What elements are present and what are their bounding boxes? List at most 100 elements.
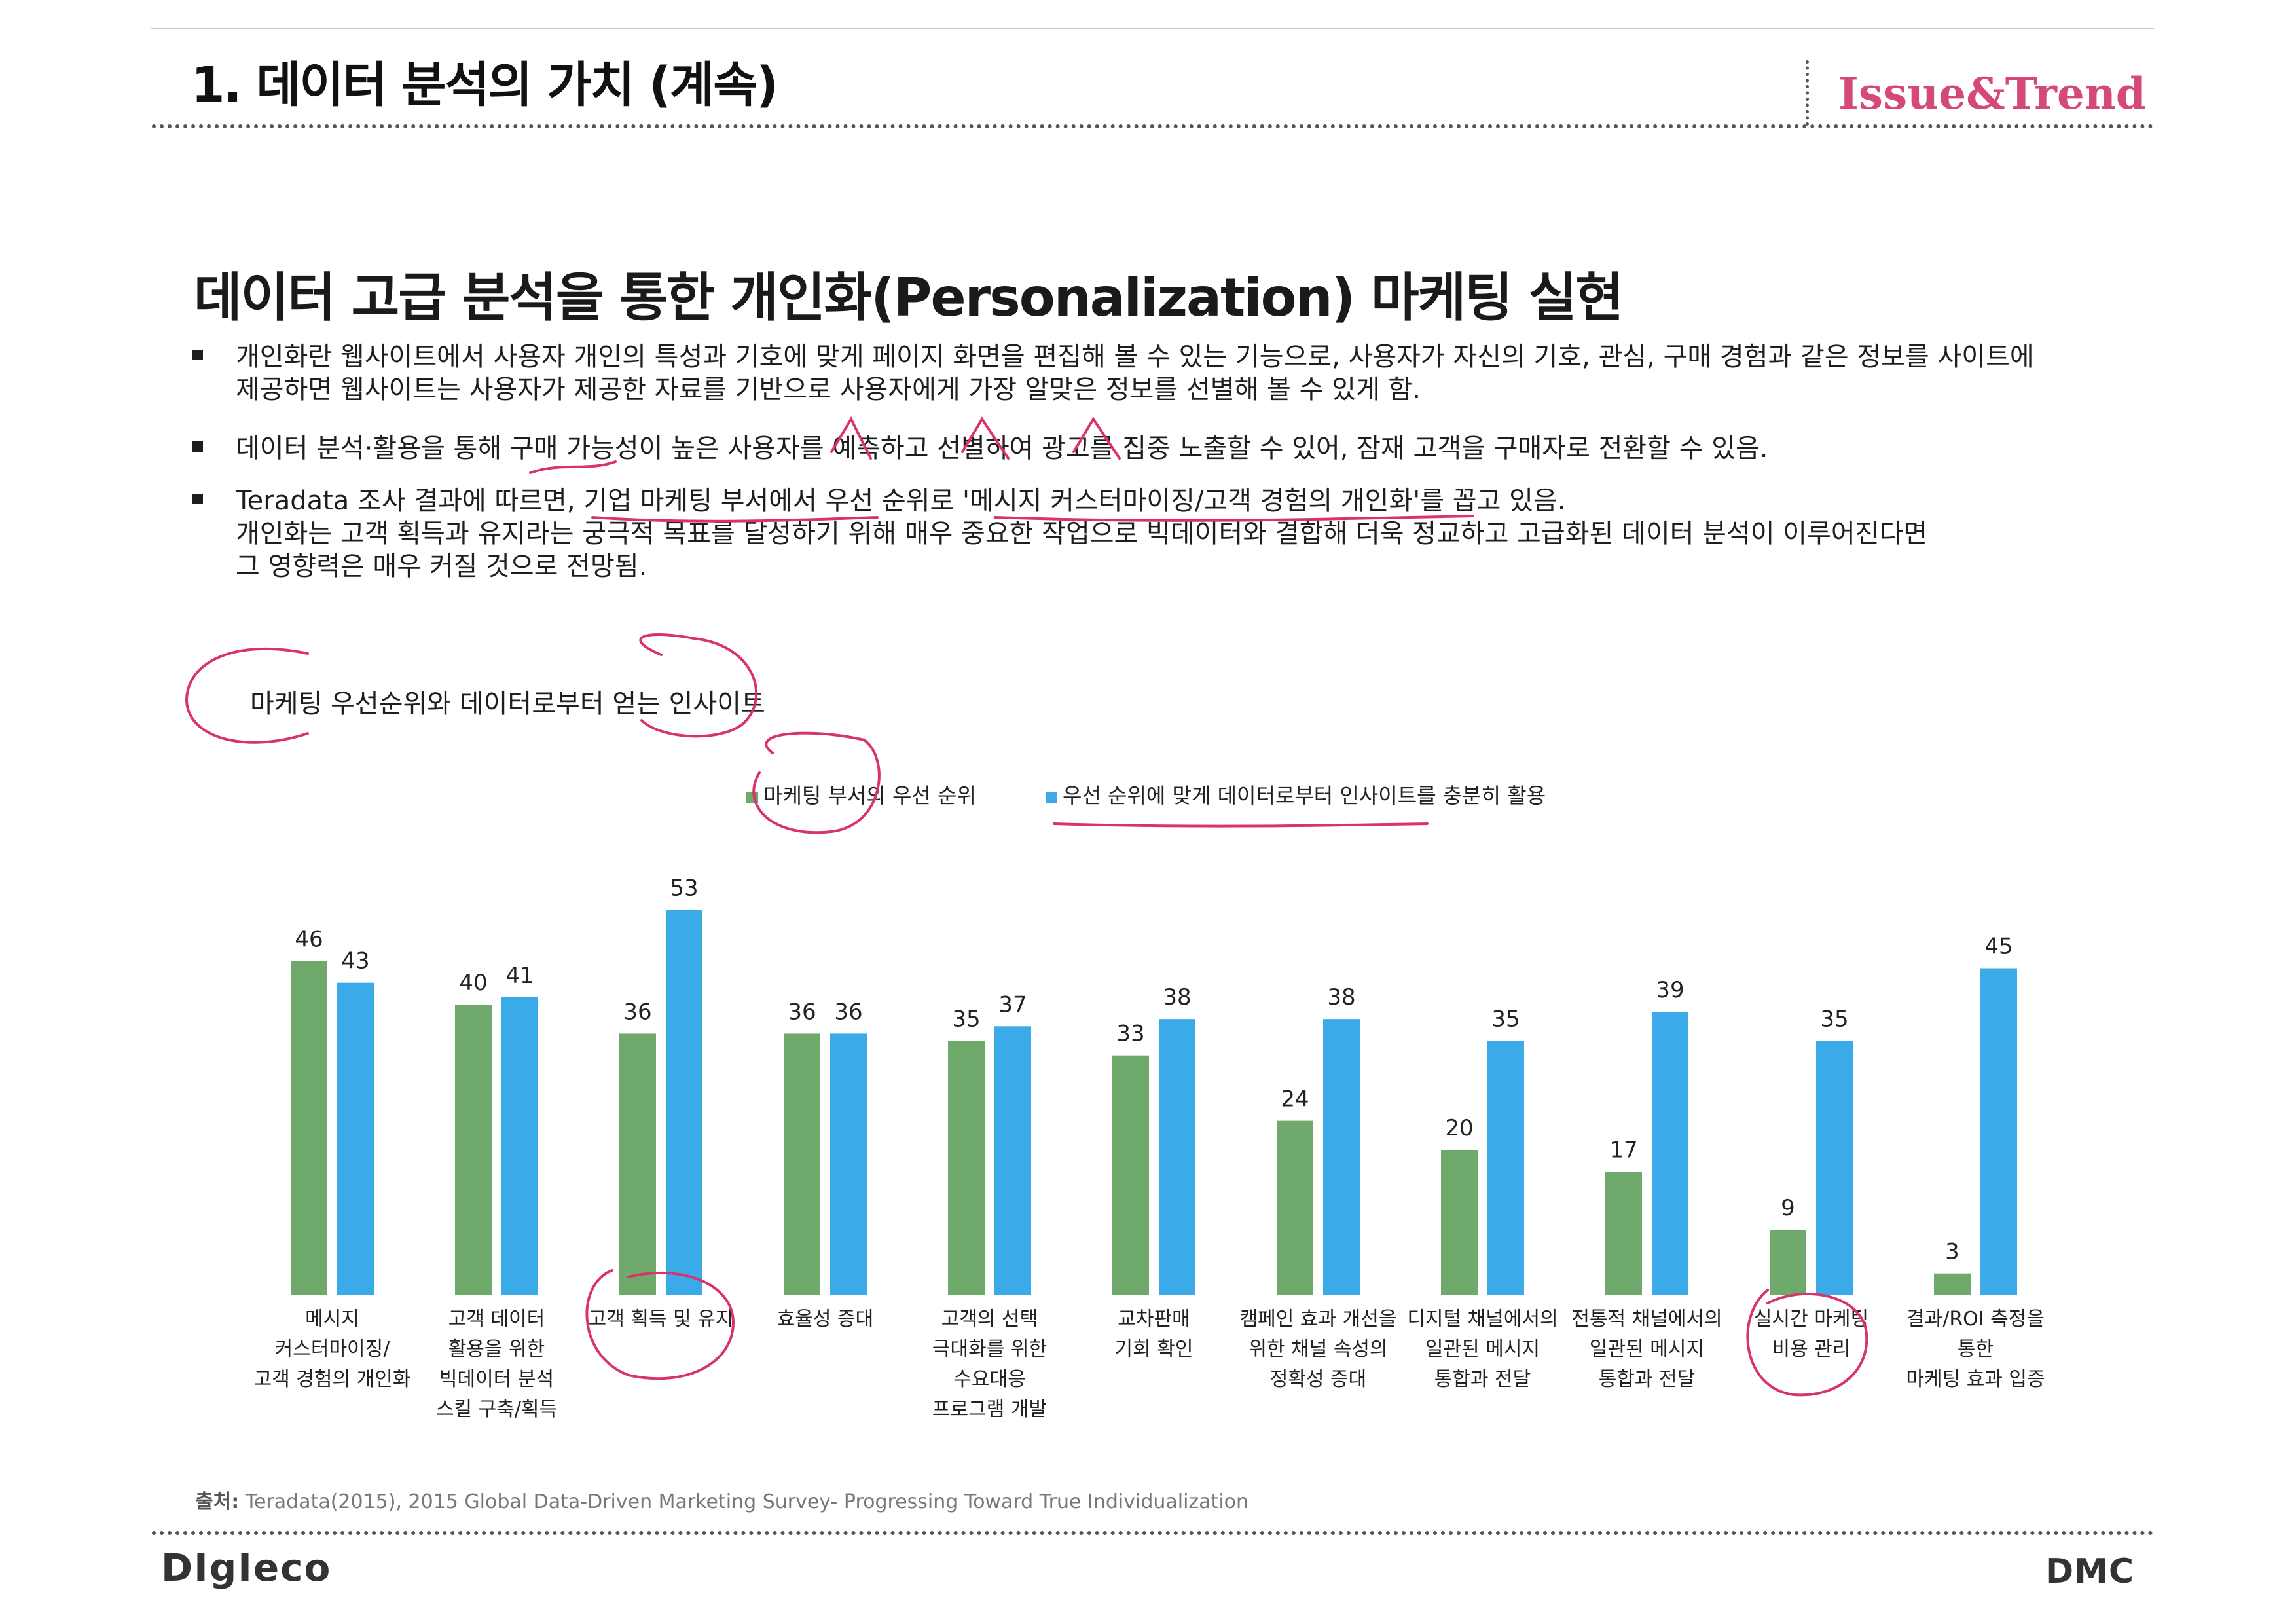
bullet-item: 개인화란 웹사이트에서 사용자 개인의 특성과 기호에 맞게 페이지 화면을 편…: [190, 341, 2154, 406]
bar: [455, 1005, 492, 1295]
bar: [619, 1033, 656, 1295]
bar: [291, 961, 327, 1295]
x-tick-label: 고객 경험의 개인화: [254, 1368, 411, 1391]
bullet-item: Teradata 조사 결과에 따르면, 기업 마케팅 부서에서 우선 순위로 …: [190, 485, 2154, 583]
data-label: 35: [1820, 1006, 1848, 1033]
bullet-line: 제공하면 웹사이트는 사용자가 제공한 자료를 기반으로 사용자에게 가장 알맞…: [236, 375, 1421, 405]
x-tick-label: 고객 획득 및 유지: [589, 1308, 734, 1331]
data-label: 3: [1945, 1239, 1959, 1265]
bar: [1487, 1041, 1524, 1295]
source-citation: 출처: Teradata(2015), 2015 Global Data-Dri…: [195, 1485, 1248, 1514]
legend-swatch: [746, 792, 758, 803]
data-label: 36: [834, 999, 862, 1025]
x-tick-label: 정확성 증대: [1270, 1368, 1367, 1391]
data-label: 24: [1281, 1086, 1309, 1113]
data-label: 9: [1781, 1195, 1795, 1221]
source-text: Teradata(2015), 2015 Global Data-Driven …: [239, 1490, 1249, 1513]
bar: [1159, 1019, 1195, 1295]
bullet-line: Teradata 조사 결과에 따르면, 기업 마케팅 부서에서 우선 순위로 …: [236, 486, 1566, 516]
bar: [1770, 1230, 1806, 1295]
data-label: 53: [670, 876, 698, 902]
page-title: 1. 데이터 분석의 가치 (계속): [191, 57, 778, 113]
bar: [1277, 1120, 1313, 1295]
bar: [994, 1026, 1031, 1295]
data-label: 40: [459, 970, 487, 996]
bullet-line: 개인화는 고객 획득과 유지라는 궁극적 목표를 달성하기 위해 매우 중요한 …: [236, 519, 1928, 549]
header-divider: [152, 124, 2154, 128]
legend-swatch: [1046, 792, 1057, 803]
x-tick-label: 고객의 선택: [941, 1308, 1038, 1331]
data-label: 35: [1491, 1006, 1520, 1033]
bullet-list: 개인화란 웹사이트에서 사용자 개인의 특성과 기호에 맞게 페이지 화면을 편…: [190, 341, 2154, 601]
bar: [830, 1033, 867, 1295]
x-tick-label: 일관된 메시지: [1425, 1338, 1540, 1361]
bullet-line: 그 영향력은 매우 커질 것으로 전망됨.: [236, 551, 647, 581]
x-tick-label: 효율성 증대: [777, 1308, 874, 1331]
bar: [1816, 1041, 1853, 1295]
data-label: 46: [295, 926, 323, 952]
bar: [1112, 1055, 1149, 1295]
x-tick-label: 프로그램 개발: [932, 1398, 1047, 1421]
x-tick-label: 기회 확인: [1115, 1338, 1194, 1361]
data-label: 41: [505, 963, 534, 989]
bar: [1980, 968, 2017, 1295]
bullet-marker: [192, 494, 203, 504]
top-rule: [151, 28, 2154, 29]
x-tick-label: 통합과 전달: [1599, 1368, 1696, 1391]
x-tick-label: 위한 채널 속성의: [1248, 1338, 1387, 1361]
x-tick-label: 통합과 전달: [1434, 1368, 1531, 1391]
x-tick-label: 메시지: [305, 1308, 359, 1331]
data-label: 35: [952, 1006, 980, 1033]
x-tick-label: 수요대응: [953, 1368, 1025, 1391]
x-tick-label: 스킬 구축/획득: [436, 1398, 557, 1421]
x-tick-label: 교차판매: [1118, 1308, 1190, 1331]
bar: [948, 1041, 985, 1295]
data-label: 37: [998, 991, 1027, 1018]
x-tick-label: 커스터마이징/: [275, 1338, 391, 1361]
data-label: 17: [1609, 1137, 1637, 1163]
legend-label: 마케팅 부서의 우선 순위: [763, 783, 976, 808]
x-tick-label: 일관된 메시지: [1590, 1338, 1704, 1361]
bar: [666, 910, 702, 1295]
data-label: 38: [1327, 984, 1355, 1010]
source-label: 출처:: [195, 1490, 240, 1513]
x-tick-label: 고객 데이터: [448, 1308, 545, 1331]
data-label: 36: [788, 999, 816, 1025]
data-label: 43: [341, 948, 369, 974]
bar: [784, 1033, 820, 1295]
bar: [501, 997, 538, 1295]
x-tick-label: 디지털 채널에서의: [1407, 1308, 1558, 1331]
data-label: 45: [1984, 934, 2013, 960]
bullet-marker: [192, 441, 203, 452]
bar: [1605, 1172, 1642, 1295]
footer-divider: [152, 1531, 2154, 1535]
x-tick-label: 비용 관리: [1772, 1338, 1851, 1361]
bullet-marker: [192, 350, 203, 360]
x-tick-label: 활용을 위한: [448, 1338, 545, 1361]
dmc-logo: DMC: [2045, 1552, 2135, 1591]
x-tick-label: 통한: [1958, 1338, 1994, 1361]
data-label: 20: [1445, 1115, 1473, 1141]
x-tick-label: 캠페인 효과 개선을: [1240, 1308, 1397, 1331]
digieco-logo: DIgIeco: [161, 1545, 332, 1590]
bar: [1323, 1019, 1360, 1295]
x-tick-label: 극대화를 위한: [932, 1338, 1047, 1361]
bar: [1934, 1273, 1971, 1295]
data-label: 38: [1163, 984, 1191, 1010]
legend-label: 우선 순위에 맞게 데이터로부터 인사이트를 충분히 활용: [1063, 783, 1546, 808]
section-heading: 데이터 고급 분석을 통한 개인화(Personalization) 마케팅 실…: [194, 267, 1624, 328]
x-tick-label: 빅데이터 분석: [439, 1368, 554, 1391]
bullet-line: 개인화란 웹사이트에서 사용자 개인의 특성과 기호에 맞게 페이지 화면을 편…: [236, 342, 2034, 372]
bar: [1441, 1150, 1478, 1295]
x-tick-label: 전통적 채널에서의: [1571, 1308, 1722, 1331]
brand-separator: [1806, 60, 1809, 126]
data-label: 33: [1116, 1021, 1144, 1047]
bar: [1652, 1012, 1688, 1295]
bar: [337, 982, 374, 1295]
x-tick-label: 실시간 마케팅: [1754, 1308, 1868, 1331]
x-tick-label: 마케팅 효과 입증: [1906, 1368, 2045, 1391]
brand-label: Issue&Trend: [1838, 68, 2146, 119]
data-label: 39: [1656, 977, 1684, 1003]
x-tick-label: 결과/ROI 측정을: [1906, 1308, 2045, 1331]
